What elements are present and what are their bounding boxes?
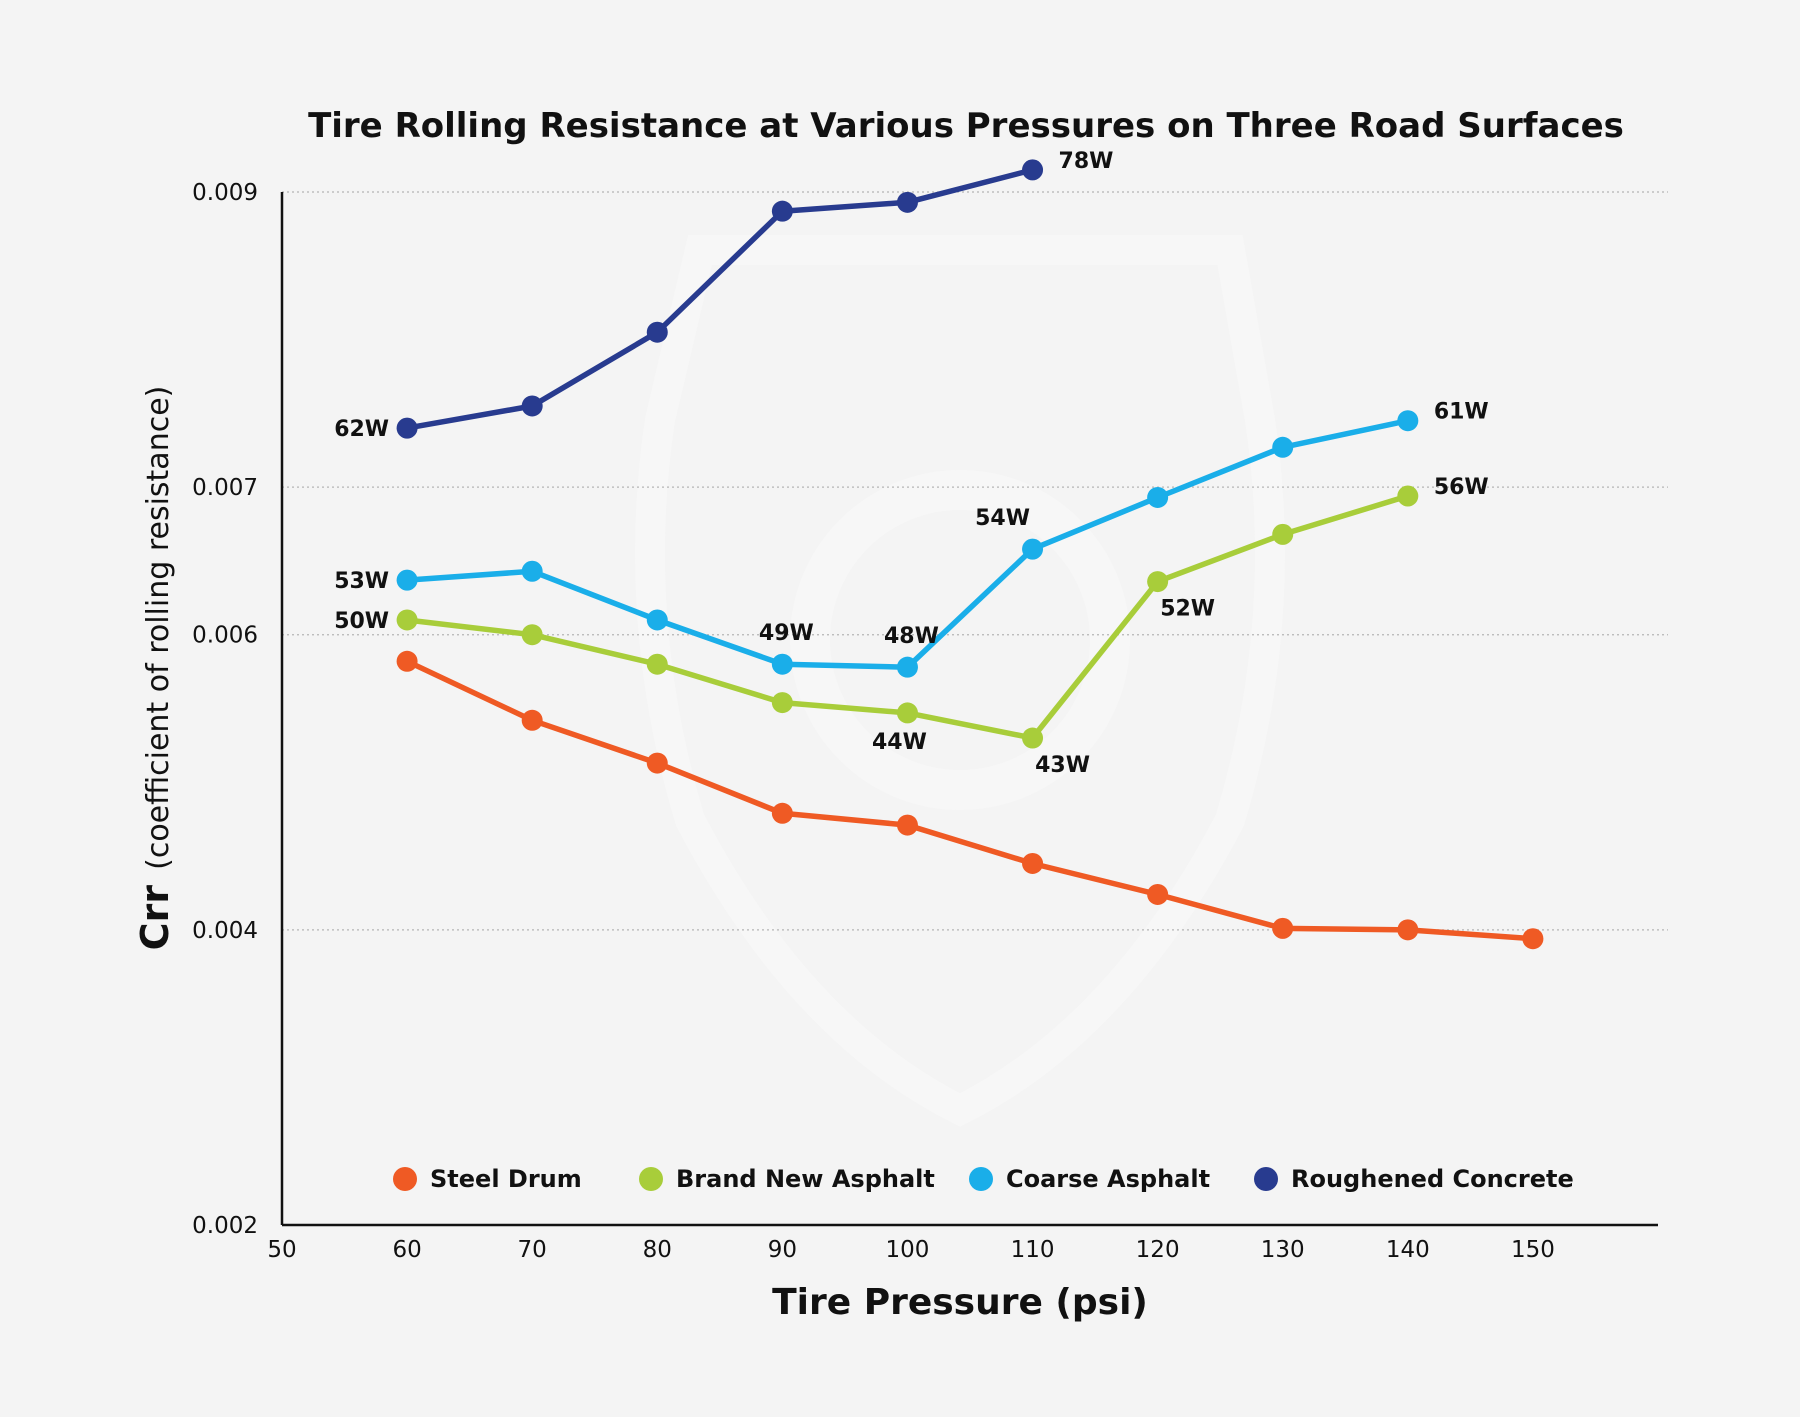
legend-item: Roughened Concrete bbox=[1254, 1165, 1574, 1193]
series-line bbox=[404, 658, 1536, 942]
data-point bbox=[896, 814, 918, 836]
data-point bbox=[1147, 486, 1169, 508]
legend-item: Steel Drum bbox=[393, 1165, 582, 1193]
legend-marker bbox=[969, 1167, 993, 1191]
x-axis-label: Tire Pressure (psi) bbox=[772, 1282, 1148, 1323]
data-point bbox=[396, 609, 418, 631]
data-point bbox=[1522, 928, 1544, 950]
data-point bbox=[1022, 159, 1044, 181]
x-tick-label: 100 bbox=[886, 1237, 930, 1263]
data-label: 78W bbox=[1059, 149, 1114, 174]
y-tick-label: 0.006 bbox=[192, 623, 258, 649]
data-label: 50W bbox=[334, 609, 389, 634]
x-tick-label: 60 bbox=[392, 1237, 421, 1263]
series-coarse-asphalt bbox=[396, 410, 1419, 678]
watermark-shield-icon bbox=[635, 235, 1285, 1127]
data-label: 56W bbox=[1434, 475, 1489, 500]
data-point bbox=[896, 656, 918, 678]
data-point bbox=[521, 395, 543, 417]
legend-label: Coarse Asphalt bbox=[1006, 1165, 1210, 1193]
data-point bbox=[646, 752, 668, 774]
y-axis-label-strong: Crr bbox=[133, 885, 177, 951]
data-label: 43W bbox=[1035, 753, 1090, 778]
y-axis-label-rest: (coefficient of rolling resistance) bbox=[141, 386, 176, 870]
y-axis-label: Crr (coefficient of rolling resistance) bbox=[133, 386, 177, 951]
data-point bbox=[1022, 852, 1044, 874]
y-tick-label: 0.002 bbox=[192, 1213, 258, 1239]
legend-item: Brand New Asphalt bbox=[639, 1165, 935, 1193]
legend-marker bbox=[393, 1167, 417, 1191]
data-point bbox=[1147, 883, 1169, 905]
legend-item: Coarse Asphalt bbox=[969, 1165, 1210, 1193]
data-point bbox=[396, 569, 418, 591]
series-brand-new-asphalt bbox=[396, 485, 1419, 749]
x-tick-label: 150 bbox=[1511, 1237, 1555, 1263]
y-ticks: 0.002 0.004 0.006 0.007 0.009 bbox=[192, 180, 258, 1239]
data-point bbox=[1397, 485, 1419, 507]
legend-label: Brand New Asphalt bbox=[676, 1165, 935, 1193]
data-point bbox=[1022, 538, 1044, 560]
data-point bbox=[1272, 917, 1294, 939]
data-point bbox=[771, 653, 793, 675]
data-point bbox=[771, 692, 793, 714]
legend-label: Steel Drum bbox=[430, 1165, 582, 1193]
data-point bbox=[1272, 436, 1294, 458]
x-tick-label: 70 bbox=[518, 1237, 547, 1263]
data-label: 44W bbox=[872, 730, 927, 755]
data-point bbox=[646, 321, 668, 343]
data-point bbox=[771, 200, 793, 222]
legend-label: Roughened Concrete bbox=[1291, 1165, 1574, 1193]
legend: Steel Drum Brand New Asphalt Coarse Asphal… bbox=[393, 1165, 1574, 1193]
data-point bbox=[521, 624, 543, 646]
x-tick-label: 110 bbox=[1011, 1237, 1055, 1263]
data-point bbox=[1272, 523, 1294, 545]
series-steel-drum bbox=[396, 650, 1544, 950]
x-tick-label: 50 bbox=[267, 1237, 296, 1263]
data-point bbox=[396, 650, 418, 672]
data-point bbox=[646, 653, 668, 675]
data-label: 53W bbox=[334, 569, 389, 594]
x-tick-label: 120 bbox=[1136, 1237, 1180, 1263]
data-label: 48W bbox=[884, 624, 939, 649]
data-point bbox=[1147, 571, 1169, 593]
x-ticks: 50 60 70 80 90 100 110 120 130 140 150 bbox=[267, 1237, 1555, 1263]
x-tick-label: 140 bbox=[1386, 1237, 1430, 1263]
series-line bbox=[404, 167, 1036, 431]
data-point bbox=[896, 191, 918, 213]
data-point bbox=[646, 609, 668, 631]
data-label: 52W bbox=[1160, 597, 1215, 622]
data-label: 62W bbox=[334, 417, 389, 442]
data-label: 49W bbox=[759, 621, 814, 646]
y-tick-label: 0.007 bbox=[192, 475, 258, 501]
x-tick-label: 90 bbox=[768, 1237, 797, 1263]
data-labels: 50W 44W 43W 52W 56W 53W 49W 48W 54W 61W 62W 78W bbox=[334, 149, 1489, 778]
legend-marker bbox=[1254, 1167, 1278, 1191]
data-label: 61W bbox=[1434, 400, 1489, 425]
chart-title: Tire Rolling Resistance at Various Press… bbox=[308, 106, 1624, 146]
legend-marker bbox=[639, 1167, 663, 1191]
data-point bbox=[396, 417, 418, 439]
data-point bbox=[1397, 919, 1419, 941]
data-point bbox=[521, 560, 543, 582]
data-point bbox=[521, 709, 543, 731]
data-point bbox=[896, 702, 918, 724]
data-point bbox=[1022, 727, 1044, 749]
data-point bbox=[1397, 410, 1419, 432]
data-label: 54W bbox=[975, 506, 1030, 531]
series-layer bbox=[396, 159, 1544, 950]
x-tick-label: 130 bbox=[1261, 1237, 1305, 1263]
series-roughened-concrete bbox=[396, 159, 1044, 439]
grid-layer bbox=[282, 191, 1668, 931]
x-tick-label: 80 bbox=[643, 1237, 672, 1263]
axes-layer bbox=[280, 192, 1658, 1227]
data-point bbox=[771, 802, 793, 824]
y-tick-label: 0.004 bbox=[192, 918, 258, 944]
y-tick-label: 0.009 bbox=[192, 180, 258, 206]
